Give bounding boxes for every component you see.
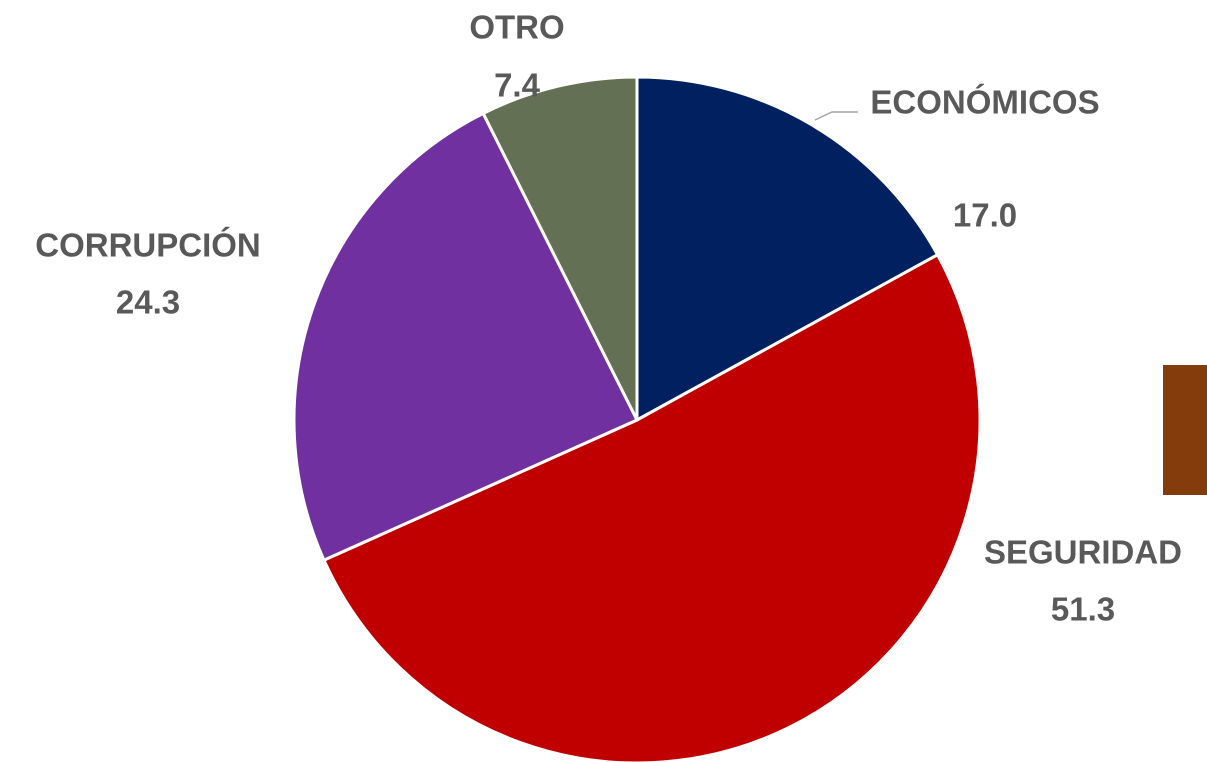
leader-line [814, 111, 858, 121]
value-label: 17.0 [953, 197, 1017, 234]
slice-label: ECONÓMICOS [870, 84, 1099, 121]
pie-slice [292, 111, 640, 563]
slice-label: OTRO [469, 9, 564, 46]
value-label: 7.4 [494, 67, 541, 104]
pie-slice [635, 75, 940, 423]
slice-label: SEGURIDAD [984, 534, 1182, 571]
pie-slice [321, 252, 982, 762]
value-label: 51.3 [1051, 591, 1115, 628]
decoration [1163, 365, 1207, 495]
pie-slice [481, 75, 639, 421]
slice-label: CORRUPCIÓN [35, 227, 261, 264]
value-label: 24.3 [116, 284, 180, 321]
